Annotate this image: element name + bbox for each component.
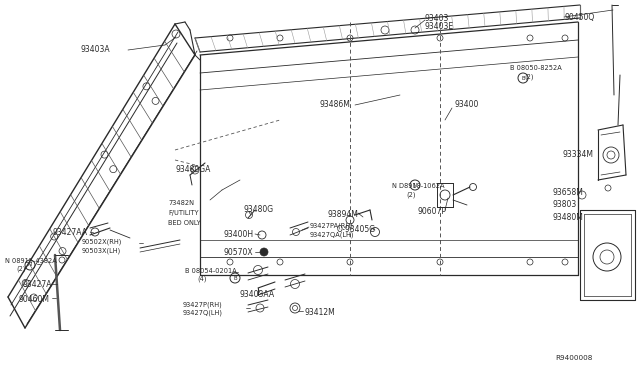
Text: 73482N: 73482N <box>168 200 194 206</box>
Text: (2): (2) <box>406 191 415 198</box>
Text: 90607P: 90607P <box>418 207 447 216</box>
Text: O-93405G: O-93405G <box>337 225 376 234</box>
Text: 93427PA(RH): 93427PA(RH) <box>310 222 354 228</box>
Text: 93400: 93400 <box>455 100 479 109</box>
Text: B 08054-0201A: B 08054-0201A <box>185 268 237 274</box>
Text: 93403: 93403 <box>425 14 449 23</box>
Text: 90503X(LH): 90503X(LH) <box>82 247 121 253</box>
Text: 93412M: 93412M <box>305 308 336 317</box>
Text: 90450Q: 90450Q <box>565 13 595 22</box>
Text: 90460M: 90460M <box>18 295 49 304</box>
Text: 93427AA: 93427AA <box>52 228 87 237</box>
Text: 93894M: 93894M <box>328 210 359 219</box>
Text: BED ONLY: BED ONLY <box>168 220 201 226</box>
Text: N: N <box>413 183 417 187</box>
Text: (2): (2) <box>16 266 26 273</box>
Text: 93403E: 93403E <box>425 22 454 31</box>
Text: R9400008: R9400008 <box>555 355 593 361</box>
Text: N: N <box>28 263 32 267</box>
Circle shape <box>260 248 268 256</box>
Text: 93803: 93803 <box>553 200 577 209</box>
Text: 93427QA(LH): 93427QA(LH) <box>310 231 355 237</box>
Text: N 08915-4382A: N 08915-4382A <box>5 258 57 264</box>
Text: 93427Q(LH): 93427Q(LH) <box>183 310 223 317</box>
Text: 93486M: 93486M <box>320 100 351 109</box>
Text: 93427P(RH): 93427P(RH) <box>183 302 223 308</box>
Text: 93403A: 93403A <box>80 45 109 54</box>
Text: 90570X: 90570X <box>224 248 253 257</box>
Text: 93658M: 93658M <box>553 188 584 197</box>
Text: B 08050-8252A: B 08050-8252A <box>510 65 562 71</box>
Text: 93480GA: 93480GA <box>175 165 211 174</box>
Text: F/UTILITY: F/UTILITY <box>168 210 198 216</box>
Text: B: B <box>233 276 237 280</box>
Text: 90502X(RH): 90502X(RH) <box>82 238 122 244</box>
Text: 93400H: 93400H <box>224 230 254 239</box>
Text: 93480G: 93480G <box>244 205 274 214</box>
Text: 93334M: 93334M <box>563 150 594 159</box>
Text: 93427A: 93427A <box>22 280 51 289</box>
Text: 93480M: 93480M <box>553 213 584 222</box>
Text: B: B <box>521 76 525 80</box>
Text: (2): (2) <box>524 73 534 80</box>
Text: N D8918-1062A: N D8918-1062A <box>392 183 445 189</box>
Text: 93403AA: 93403AA <box>240 290 275 299</box>
Text: (4): (4) <box>197 276 207 282</box>
